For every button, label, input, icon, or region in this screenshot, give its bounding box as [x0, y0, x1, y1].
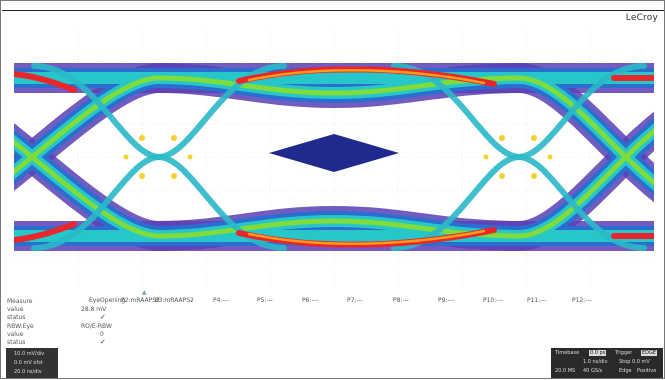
param-p10[interactable]: P10:---: [483, 297, 503, 304]
trigger-label: Trigger: [615, 350, 633, 356]
trigger-level: Stop 0.0 mV: [619, 359, 650, 365]
top-bar: [2, 2, 664, 11]
channel-offset: 0.0 mV ofst: [14, 360, 43, 366]
measure-row-label: RBW:Eye: [7, 323, 34, 330]
param-p11[interactable]: P11:---: [527, 297, 547, 304]
brand-logo: LeCroy: [625, 13, 658, 23]
trigger-value: EDGE: [641, 350, 658, 356]
measure-row-label: value: [7, 306, 24, 313]
trigger-slope: Positive: [637, 368, 657, 374]
measure-heading: Measure: [7, 298, 33, 305]
trigger-type: Edge: [619, 368, 632, 374]
eye-diagram-plot: ◀: [14, 26, 654, 288]
timebase-value: 0.0 ps: [589, 350, 607, 356]
sample-count: 20.0 MS: [555, 368, 576, 374]
param-p4[interactable]: P4:---: [213, 297, 229, 304]
sample-rate: 40 GS/s: [583, 368, 603, 374]
param-p1[interactable]: EyeOpening: [89, 297, 126, 304]
eye-traces: [14, 62, 654, 252]
param-p9[interactable]: P9:---: [438, 297, 454, 304]
parameter-headers: EyeOpening P2:mRAAPS2 P3:mRAAPS2 P4:--- …: [1, 297, 665, 306]
measurement-panel: ▲ EyeOpening P2:mRAAPS2 P3:mRAAPS2 P4:--…: [1, 289, 665, 380]
status-check-icon: ✓: [100, 313, 106, 321]
param-p5[interactable]: P5:---: [257, 297, 273, 304]
channel-descriptor[interactable]: 10.0 mV/div 0.0 mV ofst 20.0 ns/div: [6, 348, 58, 378]
timebase-trigger-panel[interactable]: Timebase 0.0 ps Trigger EDGE 1.0 ns/div …: [551, 348, 663, 378]
timebase-label: Timebase: [555, 350, 580, 356]
param-p6[interactable]: P6:---: [302, 297, 318, 304]
level-marker: ◀: [14, 149, 15, 156]
channel-timebase: 20.0 ns/div: [14, 369, 42, 375]
trigger-position-icon: ▲: [142, 289, 147, 296]
measure-row-label: status: [7, 339, 26, 346]
eye-mask: [269, 134, 399, 172]
measure-row-value: RO/E-RBW: [81, 323, 112, 330]
param-p7[interactable]: P7:---: [347, 297, 363, 304]
timebase-div: 1.0 ns/div: [583, 359, 608, 365]
param-p3[interactable]: P3:mRAAPS2: [155, 297, 194, 304]
param-p12[interactable]: P12:---: [572, 297, 592, 304]
status-check-icon: ✓: [100, 338, 106, 346]
measure-row-value: 28.8 mV: [81, 306, 107, 313]
param-p8[interactable]: P8:---: [393, 297, 409, 304]
measure-row-label: value: [7, 331, 24, 338]
measure-row-label: status: [7, 314, 26, 321]
measure-row-value: 0: [100, 331, 104, 338]
param-p2[interactable]: P2:mRAAPS2: [121, 297, 160, 304]
channel-vdiv: 10.0 mV/div: [14, 351, 45, 357]
